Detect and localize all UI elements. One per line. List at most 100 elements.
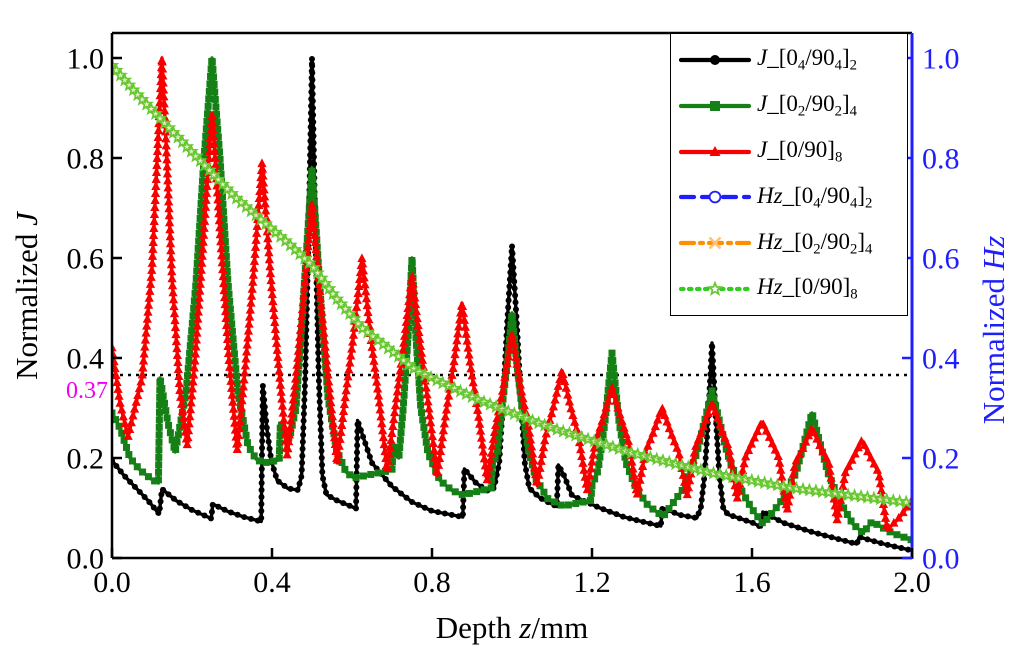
j-green-marker bbox=[811, 419, 819, 427]
j-green-marker bbox=[540, 488, 548, 496]
j-red-marker bbox=[898, 507, 908, 517]
j-green-marker bbox=[412, 334, 420, 342]
j-red-marker bbox=[466, 363, 476, 373]
j-black-marker bbox=[127, 478, 134, 485]
j-green-marker bbox=[224, 275, 232, 283]
j-red-marker bbox=[566, 403, 576, 413]
j-red-marker bbox=[177, 406, 188, 415]
j-green-marker bbox=[155, 423, 163, 431]
j-red-marker bbox=[348, 336, 358, 346]
j-red-marker bbox=[323, 369, 333, 379]
j-red-marker bbox=[370, 362, 380, 372]
j-green-marker bbox=[777, 498, 785, 506]
j-black-marker bbox=[310, 139, 317, 146]
j-black-marker bbox=[318, 440, 325, 447]
j-black-marker bbox=[270, 466, 277, 473]
j-black-marker bbox=[188, 506, 195, 513]
j-red-marker bbox=[115, 397, 125, 407]
j-red-marker bbox=[162, 161, 172, 171]
j-red-marker bbox=[477, 439, 488, 449]
j-red-marker bbox=[257, 158, 267, 168]
j-green-marker bbox=[203, 117, 211, 125]
j-black-marker bbox=[228, 509, 235, 516]
j-green-marker bbox=[122, 443, 130, 451]
j-black-marker bbox=[301, 389, 308, 396]
j-red-marker bbox=[213, 201, 223, 211]
j-green-marker bbox=[186, 342, 194, 350]
j-red-marker bbox=[277, 393, 287, 403]
j-green-marker bbox=[597, 446, 605, 454]
j-black-marker bbox=[316, 384, 323, 391]
triangle-marker-icon bbox=[709, 145, 721, 156]
j-red-marker bbox=[149, 209, 160, 218]
j-black-marker bbox=[309, 97, 316, 104]
j-red-marker bbox=[449, 356, 459, 366]
j-black-marker bbox=[258, 480, 265, 487]
j-black-marker bbox=[821, 532, 828, 539]
hz-green-marker bbox=[429, 372, 445, 387]
j-black-marker bbox=[775, 517, 782, 524]
j-green-marker bbox=[411, 319, 419, 327]
j-green-marker bbox=[674, 492, 682, 500]
j-green-marker bbox=[219, 208, 227, 216]
j-red-marker bbox=[246, 290, 257, 300]
j-red-marker bbox=[129, 403, 140, 413]
j-red-marker bbox=[113, 384, 123, 393]
j-red-marker bbox=[346, 350, 356, 360]
j-red-marker bbox=[392, 386, 402, 396]
legend-label-text: /90 bbox=[820, 228, 850, 254]
j-red-marker bbox=[173, 364, 183, 374]
x-axis-title-pre: Depth bbox=[435, 610, 520, 645]
j-red-marker bbox=[216, 243, 226, 253]
j-red-marker bbox=[200, 209, 210, 218]
j-green-marker bbox=[155, 408, 163, 416]
j-red-marker bbox=[347, 343, 357, 353]
x-tick-label: 0.4 bbox=[253, 566, 291, 599]
j-black-marker bbox=[353, 484, 360, 491]
j-red-marker bbox=[379, 439, 389, 449]
j-black-marker bbox=[715, 462, 722, 469]
j-black-marker bbox=[259, 424, 266, 431]
j-red-marker bbox=[185, 404, 196, 414]
j-red-marker bbox=[529, 455, 539, 465]
j-green-marker bbox=[230, 350, 238, 358]
j-green-marker bbox=[411, 311, 419, 319]
j-green-marker bbox=[144, 473, 152, 481]
y-left-tick-label: 0.8 bbox=[67, 143, 105, 176]
j-red-marker bbox=[688, 454, 698, 464]
j-black-marker bbox=[362, 440, 369, 447]
j-green-marker bbox=[205, 87, 213, 95]
j-black-marker bbox=[658, 519, 665, 526]
j-green-marker bbox=[226, 297, 234, 305]
hz-green-marker bbox=[161, 120, 177, 135]
j-black-marker bbox=[717, 483, 724, 490]
j-red-marker bbox=[279, 414, 289, 424]
y-right-tick-label: 0.4 bbox=[922, 343, 960, 376]
j-red-marker bbox=[489, 427, 500, 436]
j-green-marker bbox=[276, 432, 284, 440]
j-green-marker bbox=[275, 454, 283, 462]
j-green-marker bbox=[242, 431, 250, 439]
j-black-marker bbox=[314, 335, 321, 342]
j-green-marker bbox=[550, 498, 558, 506]
j-red-marker bbox=[167, 280, 178, 290]
j-green-marker bbox=[705, 401, 713, 409]
legend-label-sub: 4 bbox=[849, 103, 858, 120]
j-black-marker bbox=[321, 482, 328, 489]
j-red-marker bbox=[324, 383, 335, 393]
j-red-marker bbox=[474, 412, 484, 421]
j-black-marker bbox=[409, 499, 416, 506]
j-green-marker bbox=[310, 191, 318, 199]
hz-green-marker bbox=[411, 364, 427, 379]
j-red-marker bbox=[691, 441, 701, 450]
hz-green-marker bbox=[706, 465, 721, 480]
j-green-marker bbox=[649, 505, 657, 513]
j-black-marker bbox=[613, 511, 620, 518]
j-red-marker bbox=[310, 237, 321, 247]
j-green-marker bbox=[235, 394, 243, 402]
j-green-marker bbox=[439, 479, 447, 487]
j-green-marker bbox=[218, 185, 226, 193]
j-red-marker bbox=[880, 513, 891, 522]
j-green-marker bbox=[198, 185, 206, 193]
